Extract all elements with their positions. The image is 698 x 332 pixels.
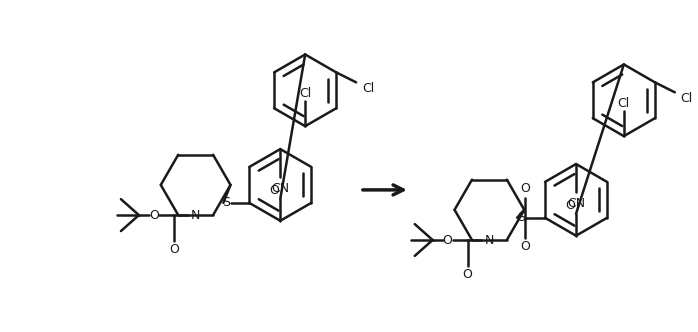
- Text: O: O: [149, 208, 158, 221]
- Text: O: O: [565, 199, 575, 212]
- Text: S: S: [517, 211, 525, 224]
- Text: N: N: [191, 208, 200, 221]
- Text: Cl: Cl: [299, 87, 311, 100]
- Text: O: O: [269, 184, 279, 198]
- Text: O: O: [520, 182, 530, 196]
- Text: N: N: [484, 233, 494, 246]
- Text: O: O: [463, 268, 473, 281]
- Text: CN: CN: [272, 182, 290, 196]
- Text: O: O: [520, 240, 530, 253]
- Text: S: S: [223, 196, 230, 209]
- Text: Cl: Cl: [362, 82, 374, 95]
- Text: CN: CN: [567, 197, 585, 210]
- Text: Cl: Cl: [618, 97, 630, 110]
- Text: O: O: [443, 233, 452, 246]
- Text: Cl: Cl: [681, 92, 693, 105]
- Text: O: O: [169, 243, 179, 256]
